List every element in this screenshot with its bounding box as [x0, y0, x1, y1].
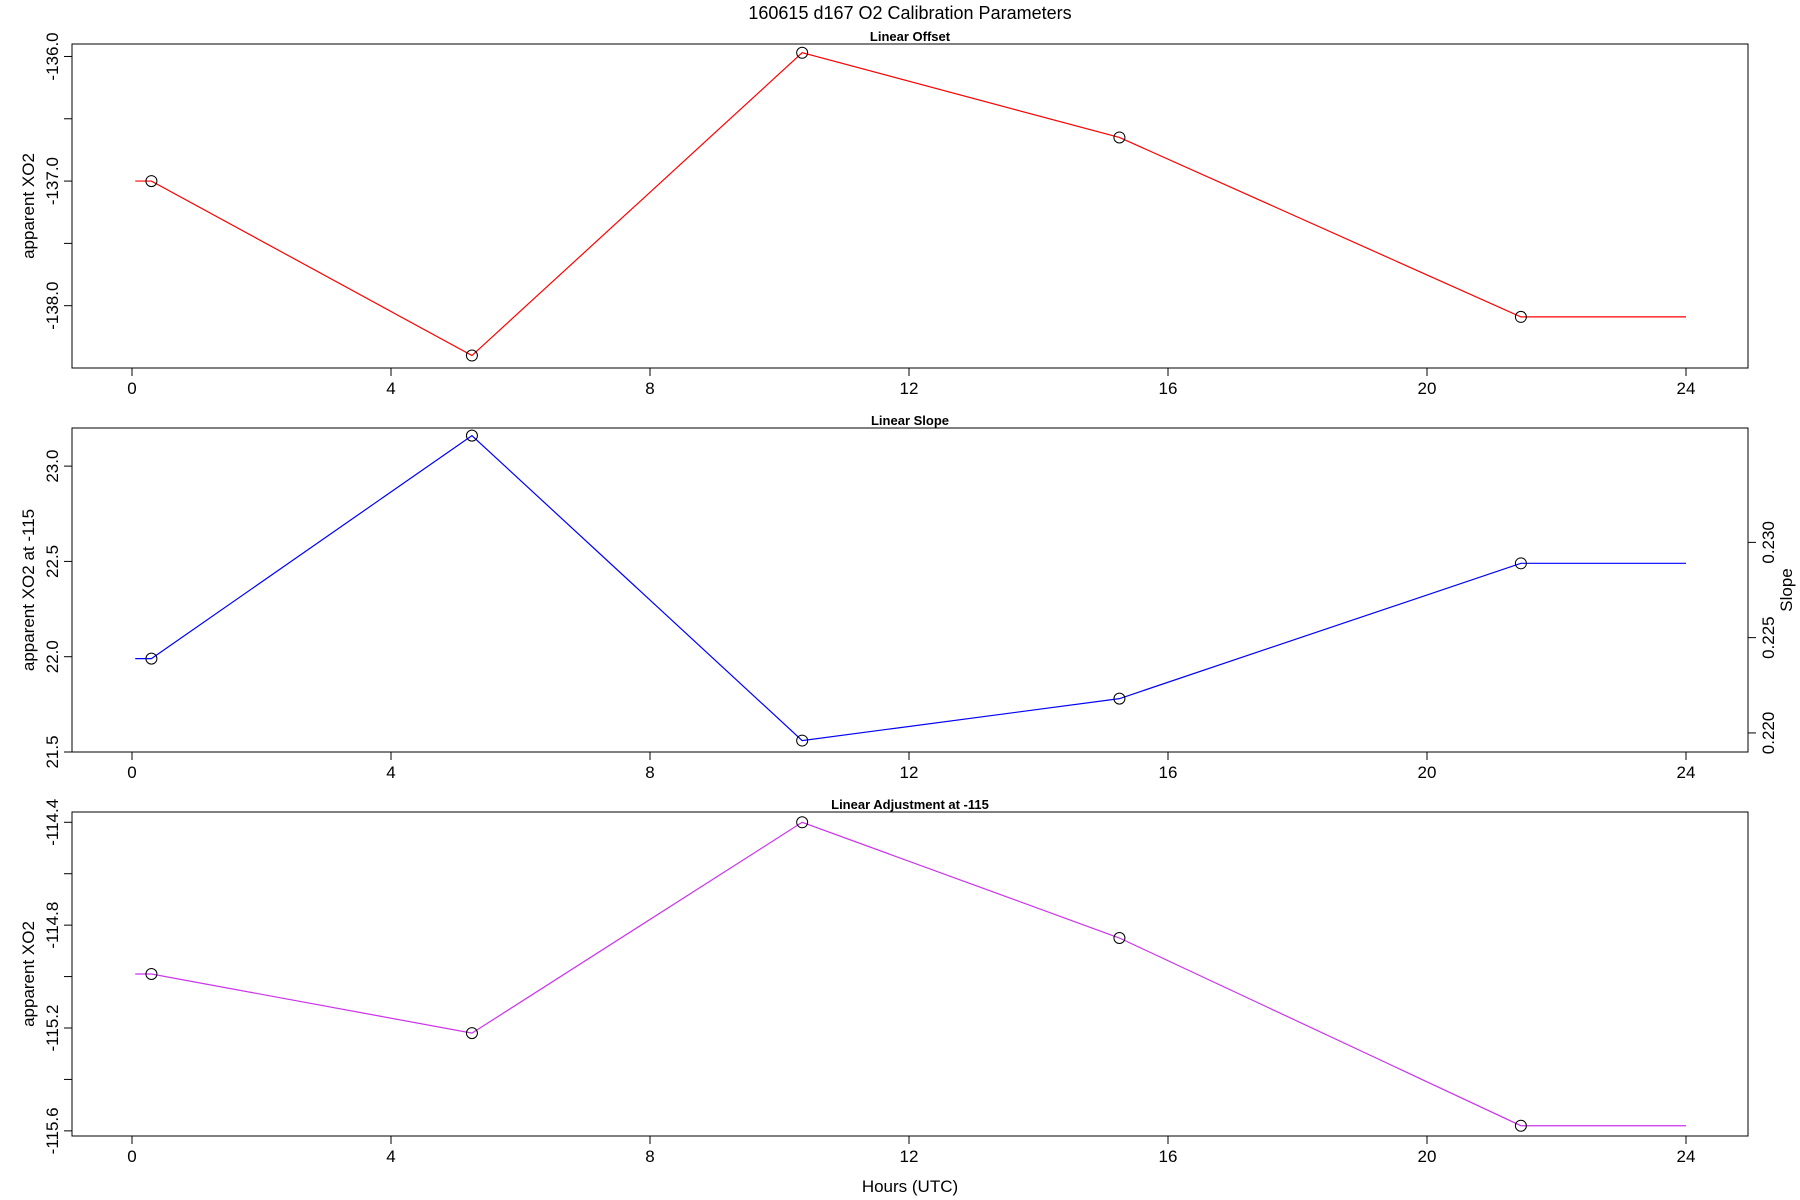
series-line: [135, 434, 1686, 742]
data-point: [465, 429, 478, 442]
panel-3: Linear Adjustment at -115 0 4 8 12 16 20 24 -114…: [19, 797, 1749, 1166]
y-tick-label: -115.2: [43, 1005, 62, 1052]
data-point: [465, 349, 478, 362]
x-tick-label: 12: [900, 763, 919, 782]
panel-title: Linear Offset: [870, 29, 951, 44]
y2-tick-label: 0.225: [1759, 616, 1778, 659]
x-tick-label: 24: [1677, 1147, 1696, 1166]
y-tick-label: 23.0: [43, 450, 62, 483]
y2-tick-label: 0.230: [1759, 521, 1778, 564]
y2-tick-label: 0.220: [1759, 712, 1778, 755]
data-point: [1113, 692, 1126, 705]
panel-title: Linear Adjustment at -115: [831, 797, 989, 812]
data-point: [796, 46, 809, 59]
x-tick-label: 4: [386, 1147, 395, 1166]
y-axis-label: apparent XO2: [19, 153, 38, 259]
x-tick-label: 20: [1418, 763, 1437, 782]
x-tick-label: 0: [127, 1147, 136, 1166]
x-tick-label: 12: [900, 1147, 919, 1166]
x-tick-label: 16: [1159, 763, 1178, 782]
data-point: [796, 816, 809, 829]
panel-title: Linear Slope: [871, 413, 949, 428]
y-tick-label: -114.8: [43, 902, 62, 949]
y-tick-label: -137.0: [43, 157, 62, 205]
y-axis-label: apparent XO2: [19, 921, 38, 1027]
y-tick-label: 22.5: [43, 545, 62, 578]
x-tick-label: 16: [1159, 379, 1178, 398]
x-tick-label: 4: [386, 763, 395, 782]
x-tick-label: 4: [386, 379, 395, 398]
panel-1: Linear Offset 0 4 8 12 16 20 24 -136.0 -137.0 -138…: [19, 29, 1749, 398]
data-point: [145, 175, 158, 188]
y-tick-label: 22.0: [43, 640, 62, 673]
y-tick-label: -115.6: [43, 1107, 62, 1154]
data-point: [145, 652, 158, 665]
x-axis-label: Hours (UTC): [862, 1177, 958, 1196]
series-line: [135, 821, 1686, 1127]
data-point: [145, 968, 158, 980]
x-tick-label: 20: [1418, 379, 1437, 398]
data-point: [465, 1027, 478, 1040]
data-point: [1514, 310, 1527, 323]
x-tick-label: 12: [900, 379, 919, 398]
data-point: [796, 734, 809, 747]
panel-2: Linear Slope 0 4 8 12 16 20 24 21.5 22.0 22.5 23.0 a…: [19, 413, 1796, 782]
y2-axis-label: Slope: [1777, 568, 1796, 611]
main-title: 160615 d167 O2 Calibration Parameters: [748, 3, 1071, 23]
y-axis-label: apparent XO2 at -115: [19, 509, 38, 671]
x-tick-label: 24: [1677, 763, 1696, 782]
data-point: [1113, 131, 1126, 144]
y-tick-label: -136.0: [43, 32, 62, 80]
x-tick-label: 0: [127, 379, 136, 398]
x-tick-label: 8: [645, 379, 654, 398]
series-line: [135, 52, 1686, 357]
data-point: [1113, 932, 1126, 944]
x-tick-label: 16: [1159, 1147, 1178, 1166]
panels: Linear Offset 0 4 8 12 16 20 24 -136.0 -137.0 -138…: [19, 29, 1796, 1166]
x-tick-label: 8: [645, 763, 654, 782]
data-point: [1514, 557, 1527, 570]
y-tick-label: -114.4: [43, 799, 62, 846]
y-tick-label: -138.0: [43, 282, 62, 330]
y-tick-label: 21.5: [43, 735, 62, 768]
data-point: [1514, 1119, 1527, 1132]
x-tick-label: 0: [127, 763, 136, 782]
x-tick-label: 20: [1418, 1147, 1437, 1166]
x-tick-label: 8: [645, 1147, 654, 1166]
x-tick-label: 24: [1677, 379, 1696, 398]
